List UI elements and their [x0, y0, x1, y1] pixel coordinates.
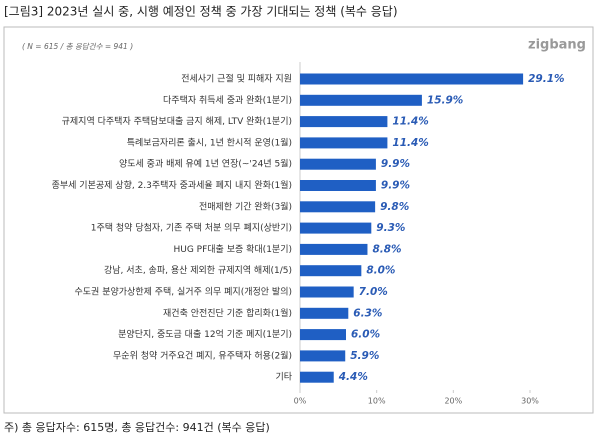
x-tick-label: 30% — [521, 397, 539, 406]
value-label: 11.4% — [392, 137, 428, 149]
category-label: 기타 — [275, 372, 292, 383]
category-label: 1주택 청약 당첨자, 기존 주택 처분 의무 폐지(상반기) — [91, 222, 292, 234]
title: [그림3] 2023년 실시 중, 시행 예정인 정책 중 가장 기대되는 정책… — [4, 4, 398, 19]
category-label: 규제지역 다주택자 주택담보대출 금지 해제, LTV 완화(1분기) — [62, 115, 292, 127]
subtitle: ( N = 615 / 총 응답건수 = 941 ) — [22, 42, 133, 51]
category-label: 양도세 중과 배제 유예 1년 연장(~'24년 5월) — [119, 158, 292, 170]
category-label: 전매제한 기간 완화(3월) — [199, 200, 292, 212]
category-label: 특례보금자리론 출시, 1년 한시적 운영(1월) — [127, 136, 292, 148]
category-label: 수도권 분양가상한제 주택, 실거주 의무 폐지(개정안 발의) — [75, 286, 293, 298]
bar — [300, 73, 524, 85]
bar — [300, 286, 354, 298]
bar — [300, 158, 376, 170]
bar — [300, 265, 362, 277]
value-label: 5.9% — [350, 350, 379, 362]
chart-frame — [3, 26, 594, 414]
value-label: 9.8% — [380, 201, 409, 213]
value-label: 9.9% — [381, 158, 410, 170]
logo: zigbang — [528, 38, 586, 53]
category-label: 전세사기 근절 및 피해자 지원 — [181, 73, 292, 85]
bar — [300, 329, 346, 341]
footnote: 주) 총 응답자수: 615명, 총 응답건수: 941건 (복수 응답) — [4, 421, 270, 434]
bar — [300, 201, 376, 213]
value-label: 6.3% — [353, 307, 382, 319]
bar — [300, 180, 376, 191]
x-tick-label: 0% — [294, 397, 307, 406]
category-label: HUG PF대출 보증 확대(1분기) — [173, 243, 292, 255]
value-label: 4.4% — [338, 371, 368, 383]
value-label: 7.0% — [359, 286, 388, 298]
category-label: 강남, 서초, 송파, 용산 제외한 규제지역 해제(1/5) — [104, 264, 292, 276]
bar — [300, 371, 334, 383]
value-label: 8.0% — [366, 265, 395, 277]
value-label: 8.8% — [372, 243, 401, 255]
category-label: 재건축 안전진단 기준 합리화(1월) — [163, 307, 292, 319]
bar — [300, 137, 388, 149]
bar — [300, 307, 349, 319]
value-label: 11.4% — [392, 116, 428, 128]
bar — [300, 222, 372, 234]
value-label: 9.3% — [376, 222, 405, 234]
category-label: 다주택자 취득세 중과 완화(1분기) — [163, 95, 292, 106]
category-label: 분양단지, 중도금 대출 12억 기준 폐지(1분기) — [118, 328, 292, 340]
bar — [300, 116, 388, 128]
bar — [300, 94, 422, 106]
value-label: 29.1% — [528, 73, 564, 85]
category-label: 종부세 기본공제 상향, 2.3주택자 중과세율 폐지 내지 완화(1월) — [52, 179, 292, 191]
bar — [300, 350, 346, 362]
x-tick-label: 20% — [444, 397, 462, 406]
x-tick-label: 10% — [368, 397, 386, 406]
value-label: 15.9% — [427, 94, 463, 106]
value-label: 6.0% — [351, 329, 380, 341]
category-label: 무순위 청약 거주요건 폐지, 유주택자 허용(2월) — [113, 349, 292, 361]
value-label: 9.9% — [381, 180, 410, 192]
bar — [300, 243, 368, 255]
